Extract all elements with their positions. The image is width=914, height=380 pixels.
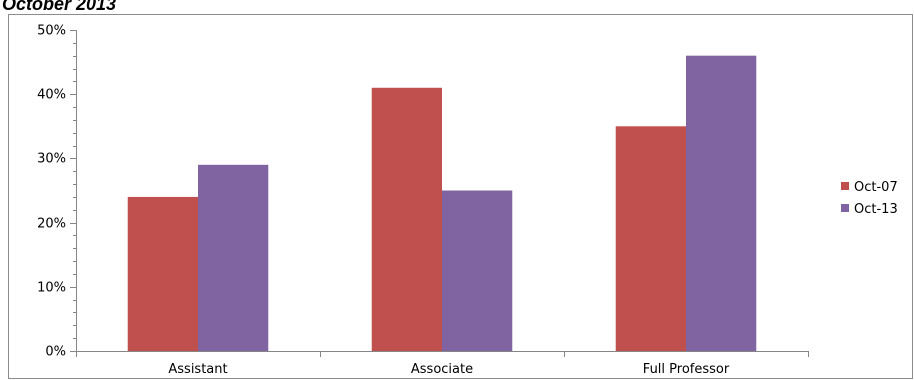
- y-tick-label: 20%: [37, 217, 66, 232]
- legend: Oct-07 Oct-13: [841, 180, 898, 217]
- x-category-label: Associate: [411, 362, 473, 377]
- legend-label-oct-13: Oct-13: [854, 202, 898, 217]
- y-tick-label: 50%: [37, 24, 66, 39]
- bar-oct-07-associate: [371, 87, 442, 351]
- x-category-label: Full Professor: [643, 362, 730, 377]
- axes: 0% 10% 20% 30% 40% 50% Assistant Associate Full …: [37, 24, 809, 377]
- y-tick-label: 30%: [37, 152, 66, 167]
- legend-swatch-oct-13: [841, 204, 849, 212]
- x-category-label: Assistant: [168, 362, 227, 377]
- bar-oct-07-full-professor: [615, 126, 686, 351]
- bar-oct-07-assistant: [127, 196, 198, 351]
- bar-oct-13-full-professor: [686, 55, 757, 352]
- bar-oct-13-assistant: [198, 164, 269, 351]
- bar-oct-13-associate: [442, 190, 513, 351]
- legend-label-oct-07: Oct-07: [854, 180, 898, 195]
- legend-swatch-oct-07: [841, 182, 849, 190]
- bars: [127, 55, 757, 352]
- chart-border: [8, 14, 913, 379]
- chart-title: October 2013: [2, 0, 117, 14]
- y-tick-label: 40%: [37, 88, 66, 103]
- y-tick-label: 0%: [45, 345, 66, 360]
- y-tick-label: 10%: [37, 281, 66, 296]
